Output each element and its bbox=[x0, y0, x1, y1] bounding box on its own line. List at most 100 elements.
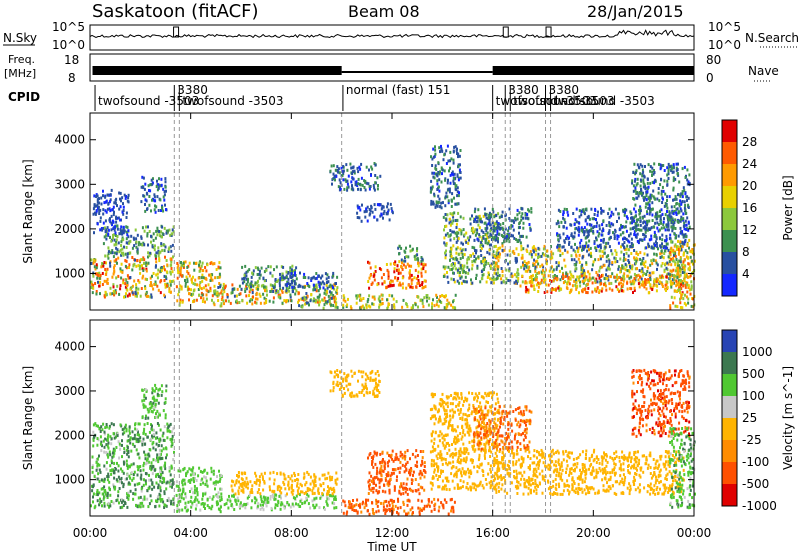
range-gate-cell bbox=[594, 280, 597, 284]
range-gate-cell bbox=[177, 293, 180, 297]
range-gate-cell bbox=[433, 171, 436, 175]
range-gate-cell bbox=[146, 422, 149, 425]
range-gate-cell bbox=[577, 257, 580, 261]
range-gate-cell bbox=[252, 272, 255, 276]
range-gate-cell bbox=[673, 254, 675, 257]
range-gate-cell bbox=[649, 169, 652, 173]
range-gate-cell bbox=[139, 294, 142, 298]
range-gate-cell bbox=[438, 178, 441, 182]
range-gate-cell bbox=[209, 289, 212, 293]
range-gate-cell bbox=[619, 257, 622, 261]
range-gate-cell bbox=[490, 238, 493, 241]
range-gate-cell bbox=[558, 244, 561, 248]
range-gate-cell bbox=[432, 202, 435, 206]
range-gate-cell bbox=[609, 275, 612, 279]
range-gate-cell bbox=[631, 179, 634, 183]
range-gate-cell bbox=[444, 256, 447, 260]
range-gate-cell bbox=[206, 263, 209, 267]
range-gate-cell bbox=[112, 272, 115, 276]
range-gate-cell bbox=[540, 278, 543, 282]
range-gate-cell bbox=[93, 231, 95, 235]
range-gate-cell bbox=[680, 248, 683, 252]
range-gate-cell bbox=[112, 471, 115, 475]
range-gate-cell bbox=[445, 149, 448, 153]
range-gate-cell bbox=[352, 165, 355, 169]
range-gate-cell bbox=[156, 284, 159, 288]
range-gate-cell bbox=[318, 283, 321, 286]
range-gate-cell bbox=[363, 306, 366, 310]
range-gate-cell bbox=[209, 262, 212, 265]
range-gate-cell bbox=[474, 228, 477, 232]
range-gate-cell bbox=[140, 473, 143, 477]
range-gate-cell bbox=[535, 283, 538, 287]
range-gate-cell bbox=[577, 247, 580, 251]
range-gate-cell bbox=[218, 282, 221, 285]
range-gate-cell bbox=[514, 273, 516, 277]
range-gate-cell bbox=[201, 279, 204, 283]
range-gate-cell bbox=[316, 295, 319, 299]
range-gate-cell bbox=[383, 209, 386, 213]
range-gate-cell bbox=[555, 261, 558, 265]
range-gate-cell bbox=[573, 279, 576, 283]
range-gate-cell bbox=[347, 297, 349, 301]
range-gate-cell bbox=[626, 287, 629, 291]
range-gate-cell bbox=[291, 281, 294, 285]
range-gate-cell bbox=[578, 275, 581, 279]
range-gate-cell bbox=[264, 289, 266, 293]
range-gate-cell bbox=[649, 263, 652, 267]
range-gate-cell bbox=[663, 249, 666, 253]
range-gate-cell bbox=[162, 500, 165, 504]
range-gate-cell bbox=[112, 289, 115, 293]
range-gate-cell bbox=[170, 249, 173, 253]
range-gate-cell bbox=[118, 442, 121, 446]
range-gate-cell bbox=[108, 505, 110, 509]
range-gate-cell bbox=[127, 481, 130, 485]
range-gate-cell bbox=[623, 253, 625, 257]
range-gate-cell bbox=[443, 228, 445, 232]
range-gate-cell bbox=[564, 264, 567, 268]
range-gate-cell bbox=[665, 266, 668, 270]
range-gate-cell bbox=[98, 468, 101, 472]
range-gate-cell bbox=[139, 476, 142, 480]
range-gate-cell bbox=[448, 187, 451, 191]
range-gate-cell bbox=[123, 229, 126, 233]
range-gate-cell bbox=[426, 299, 428, 303]
range-gate-cell bbox=[677, 288, 680, 292]
range-gate-cell bbox=[593, 217, 595, 221]
range-gate-cell bbox=[103, 485, 106, 489]
range-gate-cell bbox=[143, 194, 146, 198]
range-gate-cell bbox=[494, 221, 497, 225]
range-gate-cell bbox=[677, 239, 679, 243]
range-gate-cell bbox=[650, 193, 653, 197]
range-gate-cell bbox=[368, 294, 371, 298]
range-gate-cell bbox=[311, 276, 314, 280]
range-gate-cell bbox=[579, 245, 582, 249]
range-gate-cell bbox=[515, 275, 518, 279]
range-gate-cell bbox=[632, 189, 635, 193]
range-gate-cell bbox=[322, 286, 325, 290]
range-gate-cell bbox=[220, 291, 223, 295]
range-gate-cell bbox=[355, 294, 358, 298]
range-gate-cell bbox=[488, 243, 491, 247]
range-gate-cell bbox=[557, 246, 560, 250]
range-gate-cell bbox=[146, 489, 149, 492]
range-gate-cell bbox=[368, 168, 370, 172]
range-gate-cell bbox=[497, 255, 500, 259]
range-gate-cell bbox=[674, 243, 677, 247]
range-gate-cell bbox=[684, 233, 687, 237]
range-gate-cell bbox=[660, 249, 663, 253]
range-gate-cell bbox=[152, 287, 155, 291]
range-gate-cell bbox=[96, 437, 99, 440]
range-gate-cell bbox=[217, 286, 220, 289]
range-gate-cell bbox=[495, 277, 498, 281]
range-gate-cell bbox=[526, 265, 529, 269]
range-gate-cell bbox=[679, 283, 682, 287]
range-gate-cell bbox=[91, 464, 94, 468]
range-gate-cell bbox=[189, 473, 192, 477]
range-gate-cell bbox=[462, 242, 464, 246]
range-gate-cell bbox=[205, 293, 208, 297]
range-gate-cell bbox=[342, 294, 345, 298]
range-gate-cell bbox=[421, 286, 424, 290]
range-gate-cell bbox=[663, 169, 666, 172]
range-gate-cell bbox=[101, 487, 104, 490]
